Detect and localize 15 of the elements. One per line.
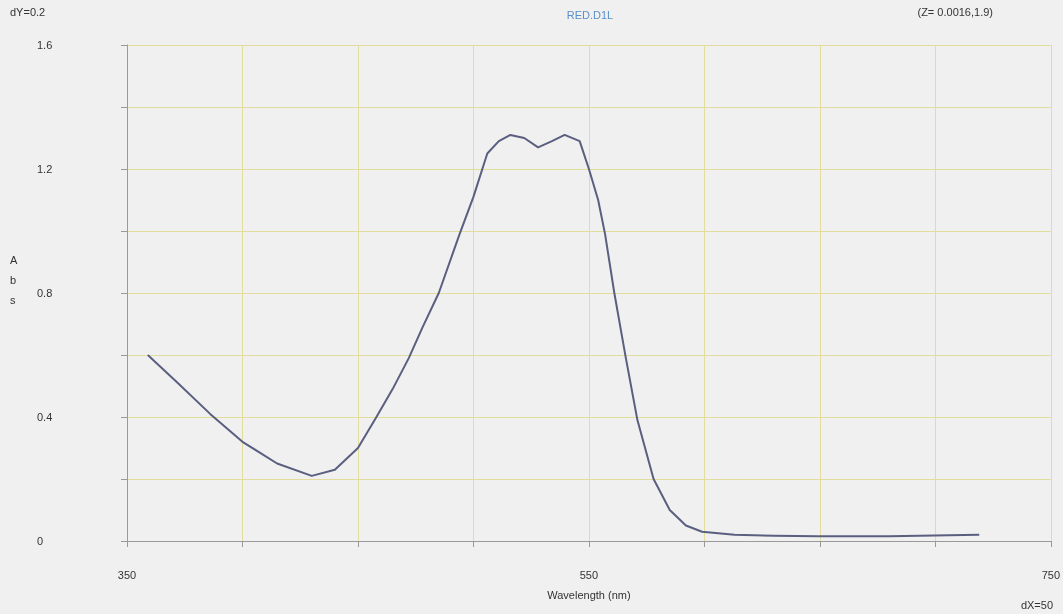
text: dY=0.2: [10, 5, 46, 18]
y-tick-label: 0.4: [37, 411, 53, 423]
text: dX=50: [1020, 598, 1054, 611]
line-series: [146, 133, 981, 538]
x-tick-label: 750: [1041, 568, 1060, 581]
x-axis-title: Wavelength (nm): [547, 588, 631, 601]
x-tick-label: 550: [579, 568, 599, 581]
y-axis-title: Abs: [10, 254, 18, 306]
text: (Z= 0.0016,1.9): [917, 5, 994, 18]
chart-title: RED.D1L: [566, 8, 614, 21]
x-tick-label: 350: [117, 568, 137, 581]
y-tick-label: 1.6: [37, 39, 53, 51]
y-tick-label: 0.8: [37, 287, 53, 299]
y-tick-label: 1.2: [37, 163, 53, 175]
y-tick-label: 0: [37, 535, 44, 547]
